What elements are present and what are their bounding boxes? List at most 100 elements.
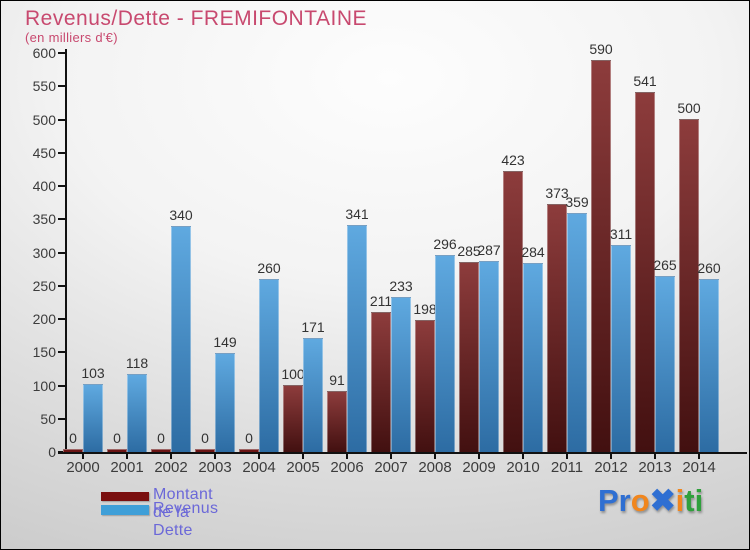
x-axis-year-label: 2001 (110, 459, 144, 476)
x-axis-year-label: 2004 (242, 459, 276, 476)
y-axis-tick-label: 500 (32, 111, 56, 128)
revenus-value-label: 311 (609, 226, 633, 242)
dette-value-label: 91 (329, 372, 345, 388)
y-axis-tick-label: 150 (32, 344, 56, 361)
y-axis-tick (58, 318, 65, 320)
dette-bar (459, 262, 479, 452)
logo-letter-segment: ti (684, 483, 704, 518)
legend-label-revenus: Revenus (153, 500, 219, 517)
x-axis-tick (698, 454, 700, 459)
x-axis-year-label: 2014 (682, 459, 716, 476)
revenus-bar (259, 279, 279, 452)
y-axis-line (65, 49, 67, 454)
x-axis-tick (346, 454, 348, 459)
dette-value-label: 211 (369, 293, 393, 309)
dette-bar (635, 92, 655, 452)
logo-letter-segment: Pr (598, 483, 631, 518)
dette-bar (371, 312, 391, 452)
dette-color-swatch (101, 492, 149, 501)
y-axis-tick (58, 52, 65, 54)
y-axis-tick-label: 400 (32, 178, 56, 194)
dette-bar (679, 119, 699, 452)
revenus-value-label: 103 (81, 365, 105, 381)
dette-bar (63, 449, 83, 452)
x-axis-tick (434, 454, 436, 459)
revenus-bar (171, 226, 191, 452)
x-axis-year-label: 2000 (66, 459, 100, 476)
revenus-value-label: 359 (565, 194, 589, 210)
dette-bar (327, 391, 347, 452)
y-axis-tick (58, 218, 65, 221)
x-axis-year-label: 2010 (506, 459, 540, 476)
dette-value-label: 198 (413, 301, 437, 317)
revenus-bar (127, 374, 147, 452)
x-axis-tick (82, 454, 84, 459)
revenus-bar (303, 338, 323, 452)
y-axis-tick-label: 250 (32, 277, 56, 294)
legend-label-dette: Montant de la Dette (153, 486, 213, 539)
y-axis-tick-label: 600 (32, 45, 56, 61)
x-axis-tick (302, 454, 304, 459)
dette-bar (107, 449, 127, 452)
revenus-bar (567, 213, 587, 452)
logo-letter-segment: i (675, 483, 685, 518)
revenus-value-label: 171 (301, 319, 325, 335)
x-axis-year-label: 2011 (550, 459, 584, 476)
revenus-bar (479, 261, 499, 452)
y-axis-tick (58, 118, 65, 121)
y-axis-tick (58, 151, 65, 154)
dette-value-label: 590 (589, 41, 613, 57)
revenus-value-label: 260 (257, 260, 281, 276)
revenus-value-label: 260 (697, 260, 721, 276)
dette-bar (151, 449, 171, 452)
x-axis-tick (654, 454, 656, 459)
revenus-bar (611, 245, 631, 452)
revenus-color-swatch (101, 505, 149, 515)
x-axis-year-label: 2006 (330, 459, 364, 476)
revenus-bar (435, 255, 455, 452)
y-axis-tick (58, 85, 65, 88)
y-axis-tick (58, 451, 65, 453)
dette-bar (283, 385, 303, 452)
dette-value-label: 0 (69, 430, 77, 446)
x-axis-tick (522, 454, 524, 459)
dette-value-label: 100 (281, 366, 305, 382)
revenus-bar (215, 353, 235, 452)
revenus-value-label: 296 (433, 236, 457, 252)
y-axis-tick (58, 284, 65, 287)
chart-title: Revenus/Dette - FREMIFONTAINE (25, 7, 368, 30)
y-axis-tick-label: 100 (32, 377, 56, 394)
logo-letter-segment: ✖ (649, 483, 676, 518)
revenus-value-label: 233 (389, 278, 413, 294)
y-axis-tick-label: 550 (32, 78, 56, 95)
x-axis-tick (170, 454, 172, 459)
revenus-value-label: 341 (345, 206, 369, 222)
revenus-bar (699, 279, 719, 452)
x-axis-tick (126, 454, 128, 459)
x-axis-tick (258, 454, 260, 459)
x-axis-line (58, 452, 747, 454)
revenus-value-label: 265 (653, 257, 677, 273)
dette-value-label: 0 (245, 430, 253, 446)
x-axis-tick (214, 454, 216, 459)
logo-letter-segment: o (630, 483, 650, 518)
x-axis-tick (610, 454, 612, 459)
x-axis-year-label: 2002 (154, 459, 188, 476)
revenus-value-label: 149 (213, 334, 237, 350)
dette-value-label: 500 (677, 100, 701, 116)
revenus-bar (347, 225, 367, 452)
proxiti-logo[interactable]: Pro✖iti (598, 483, 703, 519)
y-axis-tick-label: 350 (32, 211, 56, 228)
dette-value-label: 0 (113, 430, 121, 446)
x-axis-year-label: 2005 (286, 459, 320, 476)
chart-subtitle: (en milliers d'€) (25, 30, 118, 45)
x-axis-year-label: 2013 (638, 459, 672, 476)
revenus-value-label: 287 (477, 242, 501, 258)
x-axis-tick (390, 454, 392, 459)
dette-bar (547, 204, 567, 452)
y-axis-tick-label: 50 (40, 410, 56, 427)
dette-bar (195, 449, 215, 452)
y-axis-tick-label: 0 (48, 444, 56, 460)
dette-value-label: 0 (201, 430, 209, 446)
